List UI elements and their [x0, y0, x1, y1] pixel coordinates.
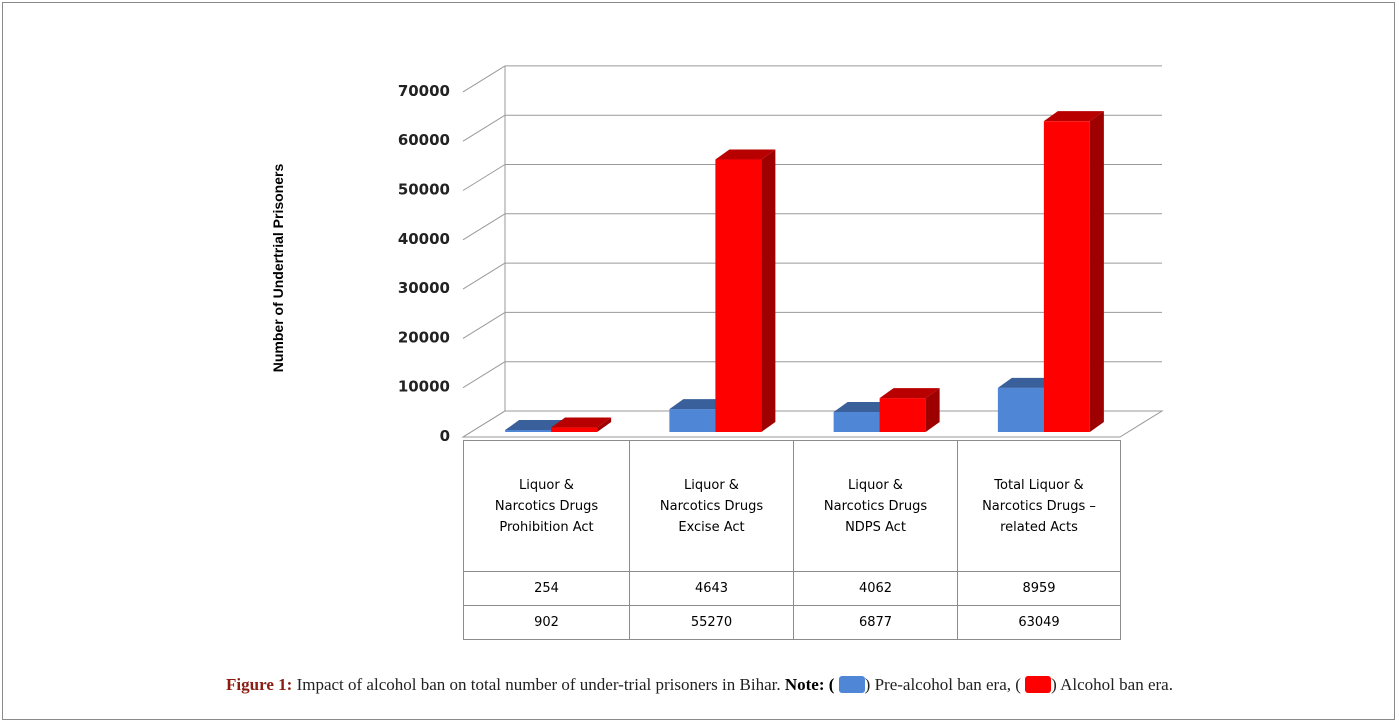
y-tick-label: 70000 — [398, 82, 450, 100]
category-label: Total Liquor & Narcotics Drugs – related… — [957, 440, 1121, 572]
gridline-side — [462, 311, 506, 339]
y-tick-label: 50000 — [398, 181, 450, 199]
bar-front — [505, 430, 552, 432]
y-tick-label: 0 — [440, 427, 450, 445]
data-table: Liquor & Narcotics Drugs Prohibition Act… — [463, 440, 1121, 640]
bar-front — [551, 427, 598, 432]
table-value-pre-ban: 4062 — [793, 571, 958, 606]
y-tick-label: 40000 — [398, 230, 450, 248]
gridline-side — [462, 410, 506, 438]
gridline-side — [462, 213, 506, 241]
bar-top — [505, 420, 566, 430]
category-label: Liquor & Narcotics Drugs Excise Act — [629, 440, 794, 572]
gridline-side — [462, 114, 506, 142]
bar-top — [669, 399, 730, 410]
y-tick-label: 10000 — [398, 378, 450, 396]
gridline-side — [462, 361, 506, 389]
bar-top — [715, 149, 776, 160]
bar-side — [597, 417, 612, 432]
bar-front — [833, 411, 880, 432]
legend-swatch-red — [1025, 676, 1052, 693]
bar-front — [669, 409, 716, 432]
gridline-side — [462, 164, 506, 191]
legend-swatch-blue — [838, 676, 865, 693]
caption-note-label: Note: — [784, 675, 825, 694]
bar-front — [1043, 121, 1090, 432]
bar-side — [1089, 111, 1104, 432]
caption-figure-number: Figure 1: — [226, 675, 293, 694]
bar-side — [925, 388, 940, 432]
figure-caption: Figure 1: Impact of alcohol ban on total… — [226, 675, 1173, 694]
gridline-side — [462, 262, 506, 290]
table-value-pre-ban: 4643 — [629, 571, 794, 606]
bar-side — [761, 149, 776, 432]
table-value-pre-ban: 8959 — [957, 571, 1121, 606]
table-value-pre-ban: 254 — [463, 571, 630, 606]
category-label: Liquor & Narcotics Drugs Prohibition Act — [463, 440, 630, 572]
caption-text: Impact of alcohol ban on total number of… — [292, 675, 785, 694]
table-value-ban: 55270 — [629, 605, 794, 640]
bar-top — [1043, 111, 1104, 122]
bar-front — [997, 387, 1044, 432]
bar-front — [879, 398, 926, 432]
y-tick-label: 20000 — [398, 328, 450, 346]
table-value-ban: 63049 — [957, 605, 1121, 640]
bar-top — [551, 417, 612, 428]
category-label: Liquor & Narcotics Drugs NDPS Act — [793, 440, 958, 572]
table-value-ban: 902 — [463, 605, 630, 640]
y-tick-label: 60000 — [398, 131, 450, 149]
y-tick-label: 30000 — [398, 279, 450, 297]
bar-front — [715, 159, 762, 432]
gridline-side — [462, 65, 506, 93]
bar-top — [997, 377, 1058, 388]
bar-top — [833, 401, 894, 412]
legend-text-pre-ban: ) Pre-alcohol ban era, ( — [864, 675, 1021, 694]
bar-top — [879, 388, 940, 399]
y-axis-label: Number of Undertrial Prisoners — [270, 163, 286, 373]
legend-text-ban: ) Alcohol ban era. — [1051, 675, 1173, 694]
table-value-ban: 6877 — [793, 605, 958, 640]
